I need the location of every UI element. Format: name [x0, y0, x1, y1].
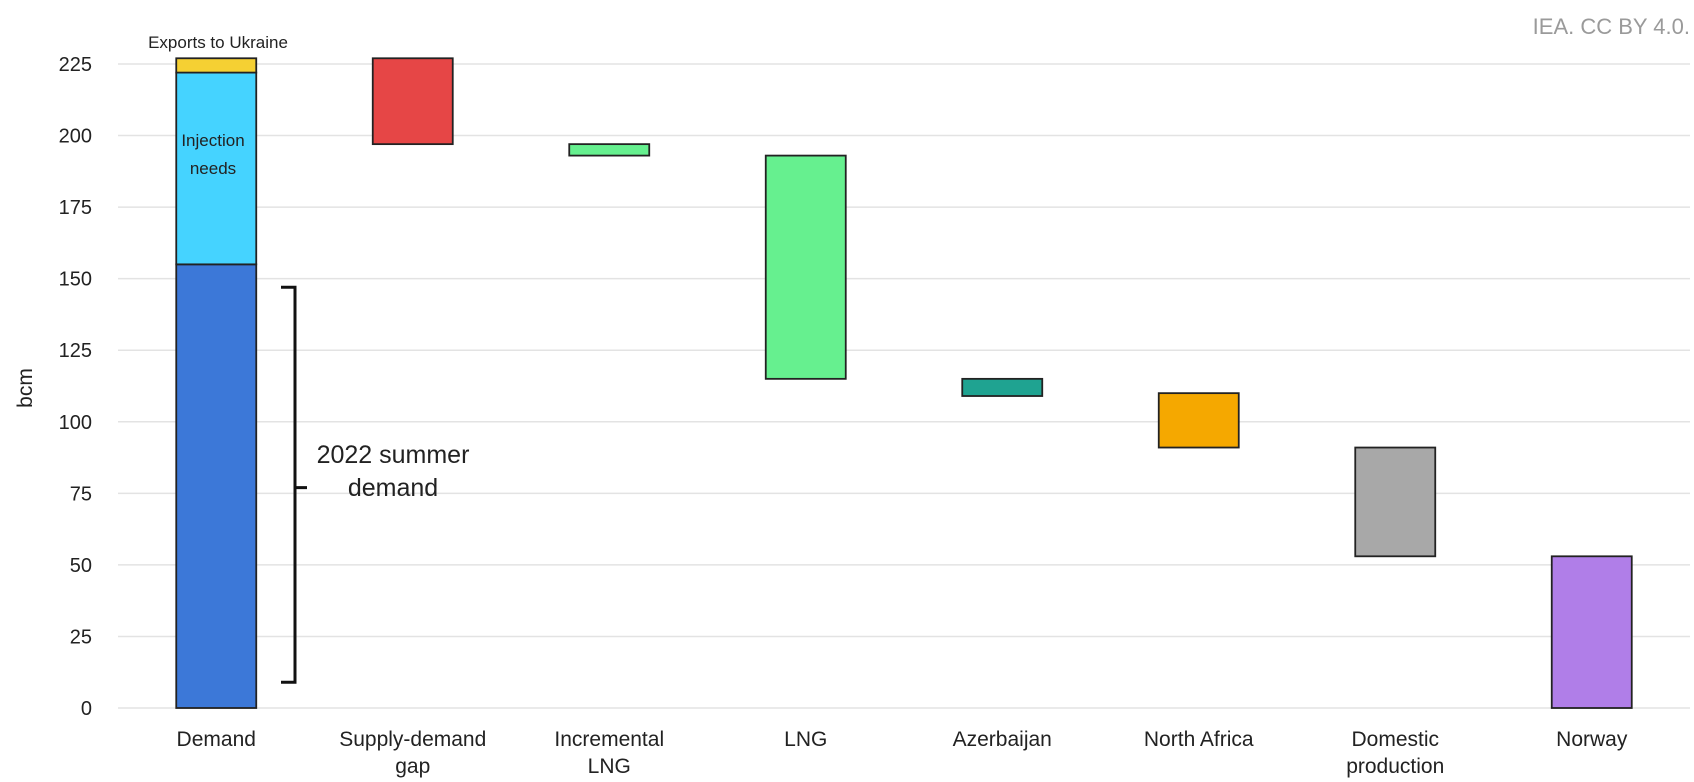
bars: [175, 57, 1633, 709]
x-tick-label-supply-demand-gap-line2: gap: [395, 755, 430, 778]
x-tick-label-norway: Norway: [1556, 728, 1628, 751]
bar-demand-segment-0: [175, 263, 258, 709]
summer-demand-bracket: [281, 285, 307, 684]
bar-lng: [764, 154, 847, 380]
y-tick-label-75: 75: [70, 483, 92, 505]
y-axis-label: bcm: [14, 368, 37, 408]
x-tick-label-incremental-lng-line2: LNG: [588, 755, 631, 778]
x-tick-label-domestic-production: Domestic: [1351, 728, 1439, 751]
category-labels: Demand Supply-demand gap Incremental LNG LNG A…: [177, 728, 1628, 778]
y-tick-label-50: 50: [70, 555, 92, 577]
y-tick-label-175: 175: [59, 197, 92, 219]
gridlines: [118, 63, 1690, 709]
x-tick-label-azerbaijan: Azerbaijan: [953, 728, 1052, 751]
bar-norway: [1550, 555, 1633, 709]
summer-demand-label-line1: 2022 summer: [317, 441, 470, 469]
y-tick-label-0: 0: [81, 698, 92, 720]
y-tick-label-125: 125: [59, 340, 92, 362]
bar-domestic-production: [1354, 446, 1437, 558]
exports-to-ukraine-label: Exports to Ukraine: [148, 33, 288, 52]
y-tick-label-200: 200: [59, 126, 92, 148]
bar-incremental-lng: [568, 143, 651, 157]
bar-north-africa: [1157, 392, 1240, 449]
bar-azerbaijan: [961, 377, 1044, 397]
summer-demand-label-line2: demand: [348, 474, 438, 502]
x-tick-label-demand: Demand: [177, 728, 256, 751]
x-tick-label-supply-demand-gap: Supply-demand: [339, 728, 486, 751]
y-axis-ticks: 0 25 50 75 100 125 150 175 200 225: [59, 54, 92, 720]
y-tick-label-25: 25: [70, 626, 92, 648]
x-tick-label-domestic-production-line2: production: [1346, 755, 1444, 778]
x-tick-label-incremental-lng: Incremental: [554, 728, 664, 751]
bar-demand-segment-2: [175, 57, 258, 74]
bracket-shape: [281, 285, 307, 684]
x-tick-label-north-africa: North Africa: [1144, 728, 1254, 751]
y-tick-label-225: 225: [59, 54, 92, 76]
injection-needs-label-line1: Injection: [181, 131, 244, 150]
y-tick-label-150: 150: [59, 269, 92, 291]
bar-supply-demand-gap: [371, 57, 454, 146]
injection-needs-label-line2: needs: [190, 159, 236, 178]
x-tick-label-lng: LNG: [784, 728, 827, 751]
y-tick-label-100: 100: [59, 412, 92, 434]
credit-text: IEA. CC BY 4.0.: [1533, 14, 1690, 39]
